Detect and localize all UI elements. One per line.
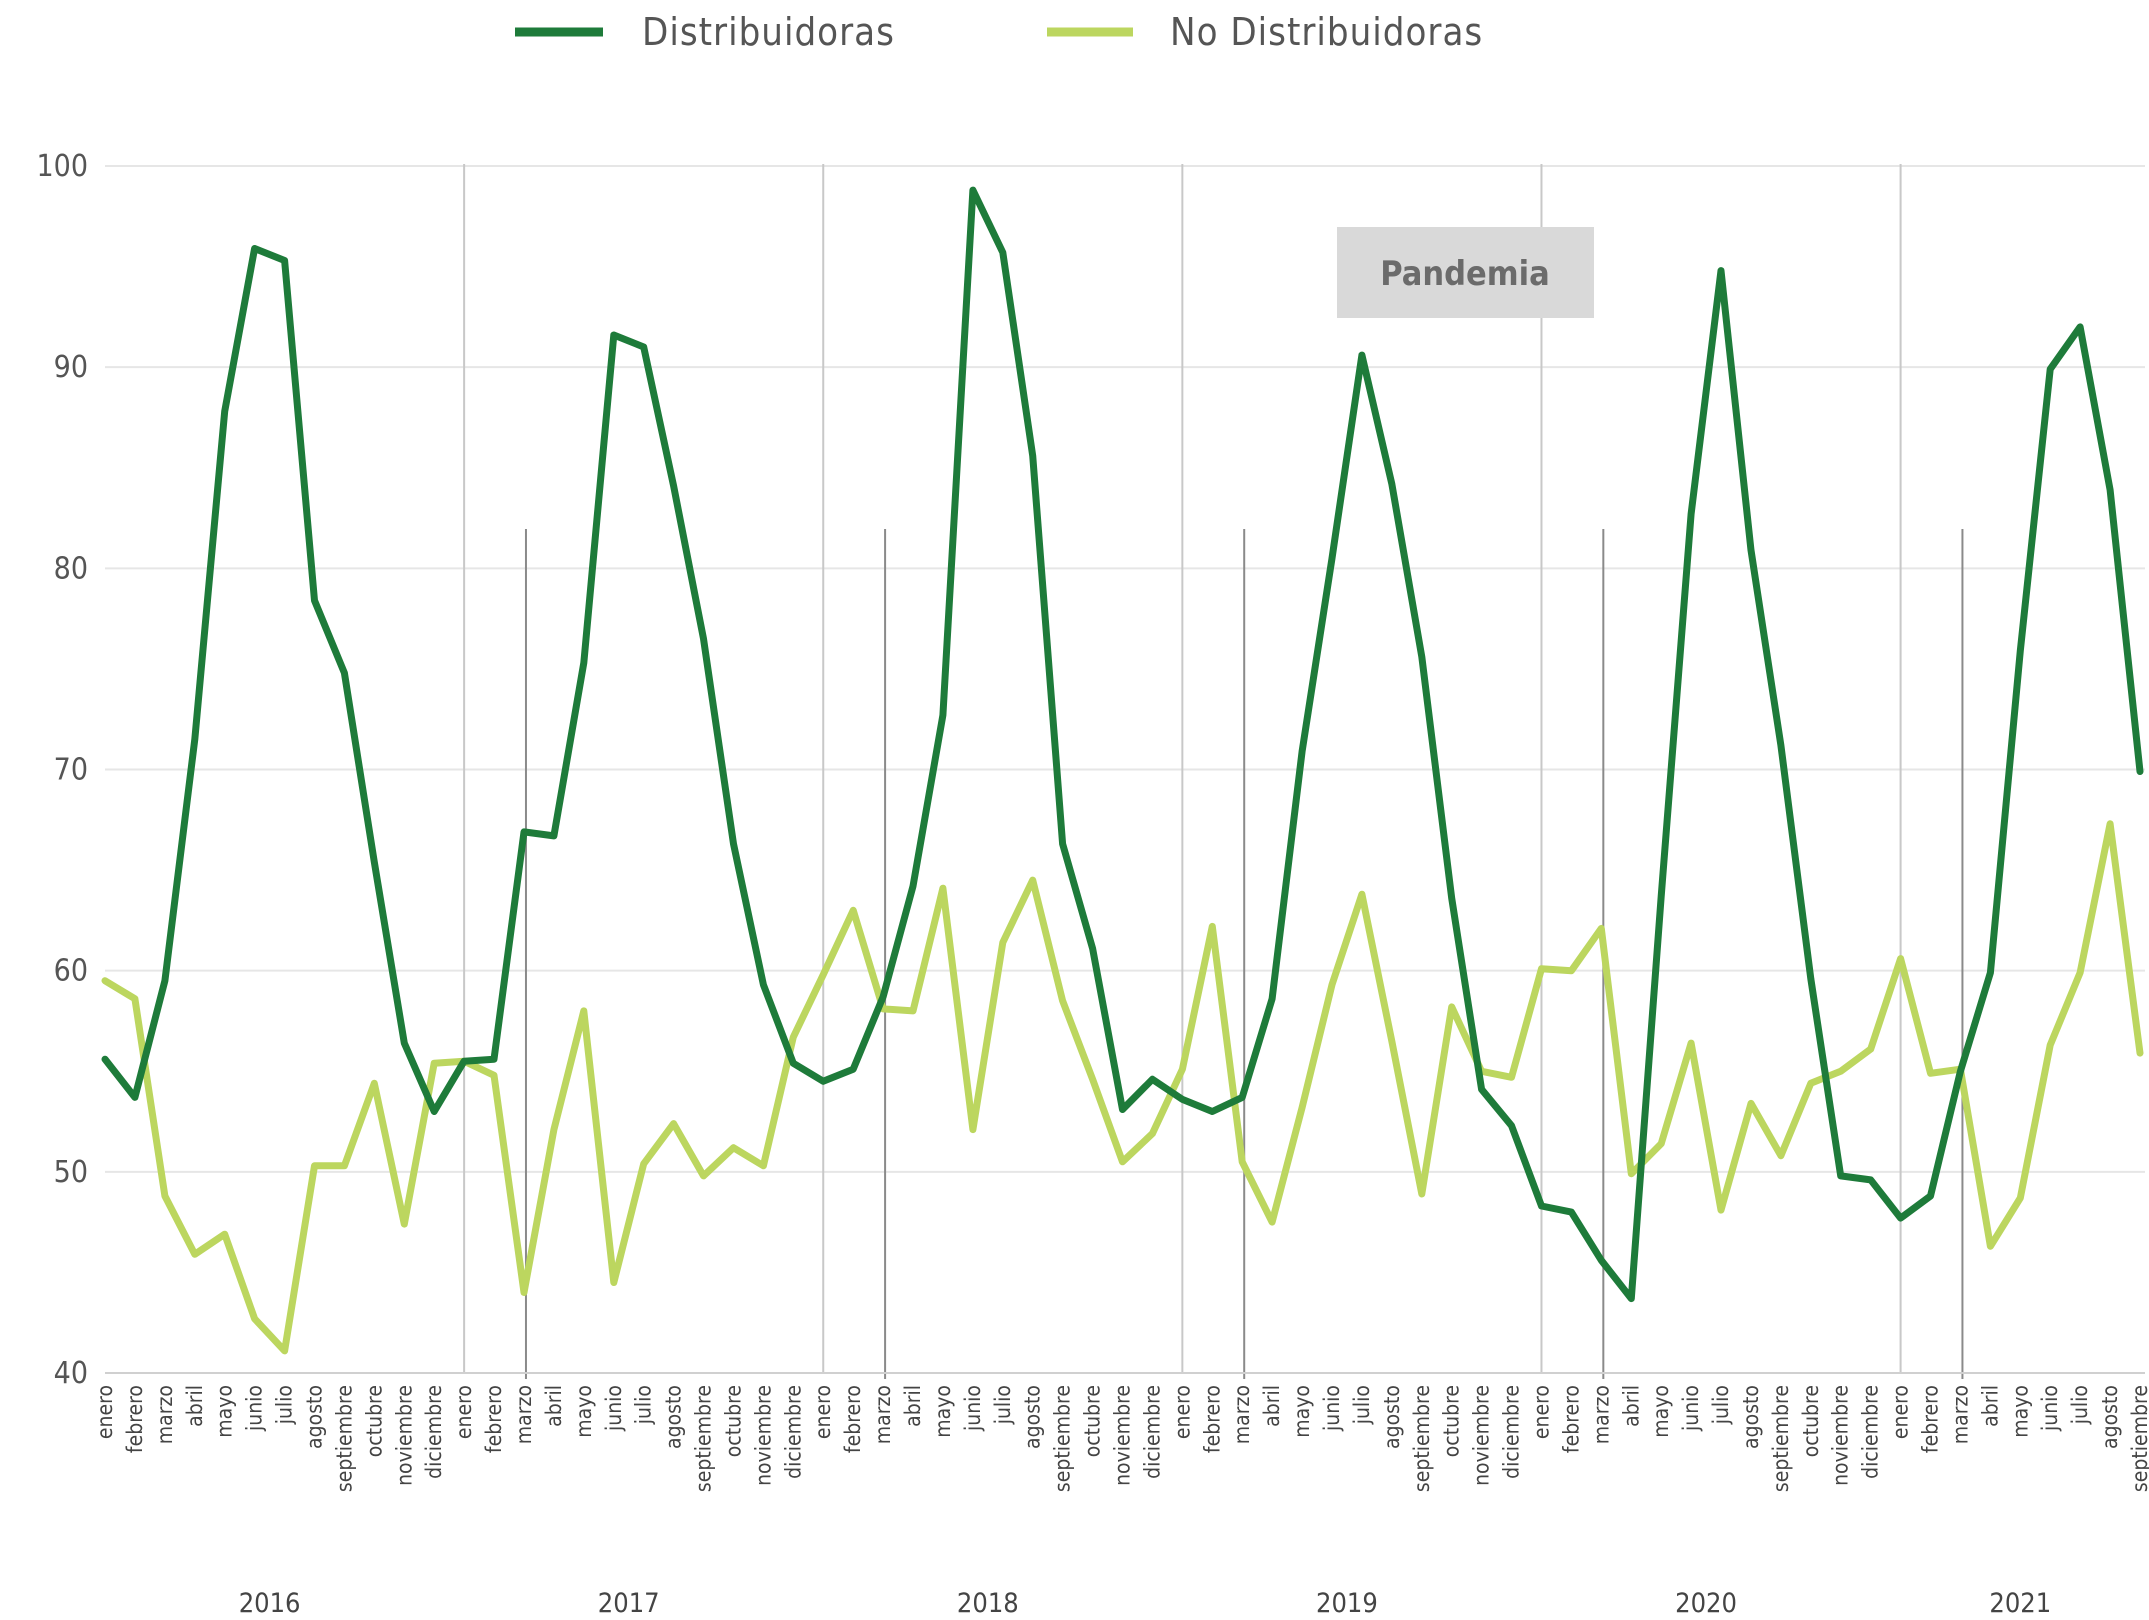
x-tick-label: febrero	[1919, 1385, 1943, 1453]
gridlines	[105, 165, 2145, 1173]
x-tick-label: julio	[1350, 1385, 1374, 1425]
x-tick-label: diciembre	[422, 1385, 446, 1479]
year-labels: 2016 2017 2018 2019 2020 2021	[239, 1588, 2052, 1619]
pandemia-label: Pandemia	[1380, 254, 1550, 294]
series-line-no-distribuidoras	[101, 820, 2144, 1355]
x-tick-label: enero	[1529, 1385, 1553, 1439]
x-tick-label: mayo	[931, 1385, 955, 1438]
x-tick-label: marzo	[1589, 1385, 1613, 1444]
x-tick-label: febrero	[123, 1385, 147, 1453]
x-tick-label: octubre	[1799, 1385, 1823, 1457]
x-tick-label: marzo	[153, 1385, 177, 1444]
x-axis: enero febrero marzo abril mayo junio julio agos…	[93, 1385, 2149, 1492]
x-tick-label: junio	[2038, 1385, 2062, 1432]
x-tick-label: abril	[1619, 1385, 1643, 1427]
x-tick-label: junio	[1679, 1385, 1703, 1432]
x-tick-label: octubre	[362, 1385, 386, 1457]
x-tick-label: septiembre	[2128, 1385, 2149, 1492]
y-tick-label-70: 70	[54, 753, 88, 788]
year-label-2019: 2019	[1316, 1588, 1378, 1619]
x-tick-label: marzo	[1948, 1385, 1972, 1444]
x-tick-label: agosto	[1021, 1385, 1045, 1449]
year-label-2018: 2018	[957, 1588, 1019, 1619]
x-tick-label: mayo	[2008, 1385, 2032, 1438]
x-tick-label: octubre	[1081, 1385, 1105, 1457]
x-tick-label: noviembre	[1111, 1385, 1135, 1486]
x-tick-label: junio	[961, 1385, 985, 1432]
x-tick-label: mayo	[1649, 1385, 1673, 1438]
x-tick-label: abril	[183, 1385, 207, 1427]
x-tick-label: septiembre	[1051, 1385, 1075, 1492]
x-tick-label: abril	[1260, 1385, 1284, 1427]
x-tick-label: enero	[1889, 1385, 1913, 1439]
y-tick-label-90: 90	[54, 350, 88, 385]
x-tick-label: octubre	[1440, 1385, 1464, 1457]
x-tick-label: julio	[991, 1385, 1015, 1425]
x-tick-label: febrero	[1559, 1385, 1583, 1453]
x-tick-label: diciembre	[781, 1385, 805, 1479]
y-tick-label-40: 40	[54, 1356, 88, 1391]
legend-label-no-distribuidoras: No Distribuidoras	[1170, 10, 1483, 54]
pandemia-box	[1337, 227, 1594, 318]
year-label-2017: 2017	[598, 1588, 660, 1619]
x-tick-label: marzo	[512, 1385, 536, 1444]
x-tick-label: febrero	[841, 1385, 865, 1453]
x-tick-label: marzo	[1230, 1385, 1254, 1444]
series-line-distribuidoras	[101, 186, 2144, 1303]
x-tick-label: agosto	[2098, 1385, 2122, 1449]
x-tick-label: enero	[93, 1385, 117, 1439]
x-tick-label: mayo	[572, 1385, 596, 1438]
x-tick-label: abril	[901, 1385, 925, 1427]
y-tick-label-80: 80	[54, 551, 88, 586]
x-tick-label: junio	[1320, 1385, 1344, 1432]
year-label-2016: 2016	[239, 1588, 301, 1619]
x-tick-label: mayo	[1290, 1385, 1314, 1438]
x-tick-label: julio	[632, 1385, 656, 1425]
series-lines	[101, 186, 2144, 1355]
year-separators	[463, 164, 1902, 1373]
pandemia-annotation: Pandemia	[1337, 227, 1594, 318]
x-tick-label: diciembre	[1859, 1385, 1883, 1479]
x-tick-label: enero	[811, 1385, 835, 1439]
x-tick-label: junio	[243, 1385, 267, 1432]
x-tick-label: noviembre	[1470, 1385, 1494, 1486]
x-tick-label: febrero	[482, 1385, 506, 1453]
legend-label-distribuidoras: Distribuidoras	[642, 10, 895, 54]
year-label-2020: 2020	[1675, 1588, 1737, 1619]
x-tick-label: diciembre	[1140, 1385, 1164, 1479]
x-tick-label: enero	[1170, 1385, 1194, 1439]
x-tick-label: septiembre	[1769, 1385, 1793, 1492]
x-tick-label: octubre	[721, 1385, 745, 1457]
x-tick-label: septiembre	[332, 1385, 356, 1492]
x-tick-label: agosto	[1739, 1385, 1763, 1449]
x-tick-label: marzo	[871, 1385, 895, 1444]
x-tick-label: noviembre	[751, 1385, 775, 1486]
y-tick-label-60: 60	[54, 954, 88, 989]
x-tick-label: julio	[273, 1385, 297, 1425]
x-tick-label: agosto	[662, 1385, 686, 1449]
y-tick-label-50: 50	[54, 1155, 88, 1190]
x-tick-label: abril	[1978, 1385, 2002, 1427]
x-tick-label: agosto	[302, 1385, 326, 1449]
x-tick-label: septiembre	[1410, 1385, 1434, 1492]
y-tick-label-100: 100	[36, 149, 88, 184]
x-tick-label: agosto	[1380, 1385, 1404, 1449]
x-tick-label: septiembre	[692, 1385, 716, 1492]
x-tick-label: julio	[1709, 1385, 1733, 1425]
legend: Distribuidoras No Distribuidoras	[515, 10, 1483, 54]
x-tick-label: mayo	[213, 1385, 237, 1438]
y-axis: 40 50 60 70 80 90 100	[36, 149, 2145, 1391]
pandemic-markers	[524, 529, 1964, 1379]
x-tick-label: enero	[452, 1385, 476, 1439]
x-tick-label: abril	[542, 1385, 566, 1427]
x-tick-label: julio	[2068, 1385, 2092, 1425]
x-tick-label: junio	[602, 1385, 626, 1432]
x-tick-label: noviembre	[1829, 1385, 1853, 1486]
x-tick-label: febrero	[1200, 1385, 1224, 1453]
x-tick-label: diciembre	[1500, 1385, 1524, 1479]
x-tick-label: noviembre	[392, 1385, 416, 1486]
year-label-2021: 2021	[1989, 1588, 2051, 1619]
